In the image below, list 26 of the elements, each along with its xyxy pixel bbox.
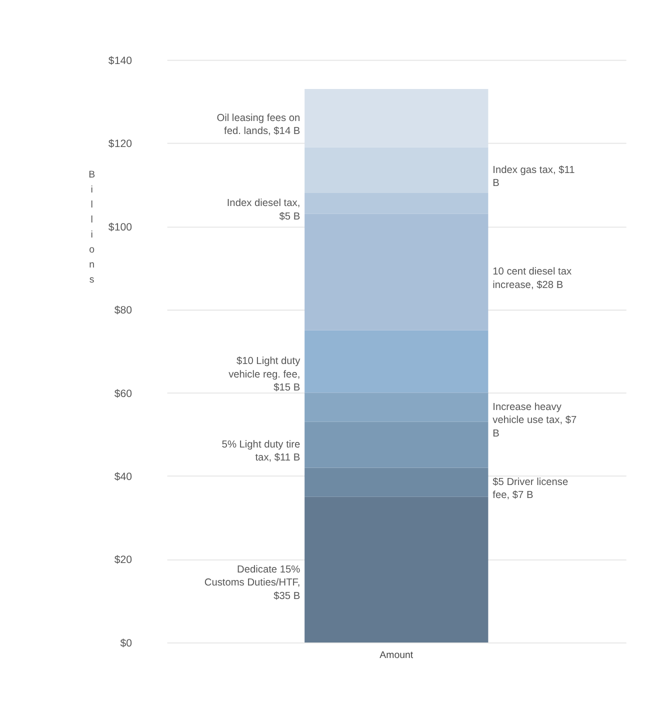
y-tick-label: $120: [108, 138, 132, 150]
bar: [304, 496, 488, 643]
y-tick-label: $100: [108, 221, 132, 234]
series-label: Index gas tax, $11 B: [492, 164, 576, 190]
series-label: 10 cent diesel tax increase, $28 B: [492, 266, 572, 291]
bar: [304, 392, 488, 422]
bar: [304, 147, 488, 194]
bar: [304, 330, 488, 393]
y-axis-title: Billions: [88, 169, 96, 286]
y-tick-label: $20: [114, 554, 132, 566]
bar: [304, 88, 488, 148]
series-label: Dedicate 15% Customs Duties/HTF, $35 B: [204, 564, 300, 602]
series-label: Oil leasing fees on fed. lands, $14 B: [216, 112, 300, 137]
series-label: 5% Light duty tire tax, $11 B: [222, 439, 301, 464]
y-tick-label: $0: [120, 637, 132, 650]
bar: [304, 422, 488, 468]
y-tick-label: $40: [114, 471, 132, 484]
y-tick-label: $140: [108, 54, 132, 67]
bar: [304, 468, 488, 497]
y-tick-label: $80: [114, 304, 132, 317]
x-tick-label: Amount: [380, 650, 414, 661]
series-label: $5 Driver license fee, $7 B: [492, 476, 568, 502]
series-label: Increase heavy vehicle use tax, $7 B: [492, 402, 577, 440]
series-label: $10 Light duty vehicle reg. fee, $15 B: [228, 356, 302, 394]
series-label: Index diesel tax, $5 B: [226, 198, 300, 222]
y-tick-label: $60: [114, 388, 132, 400]
